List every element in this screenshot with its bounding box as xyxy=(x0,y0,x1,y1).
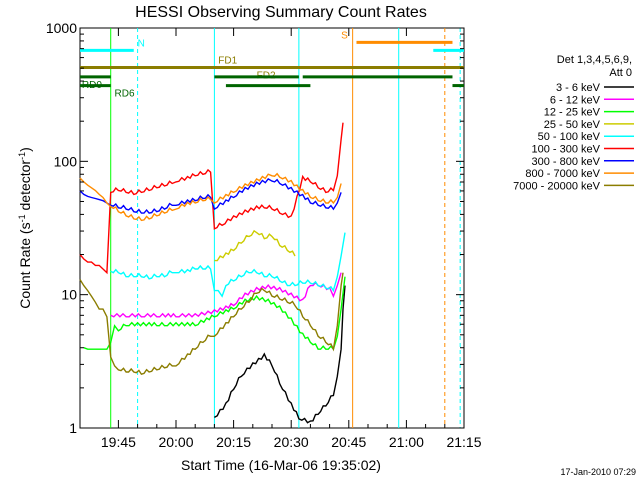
vertical-markers xyxy=(110,28,461,428)
legend-label-1: 6 - 12 keV xyxy=(550,94,601,106)
series-line-2 xyxy=(83,276,346,351)
legend-label-7: 800 - 7000 keV xyxy=(525,168,600,180)
legend-label-6: 300 - 800 keV xyxy=(532,156,601,168)
series-line-7 xyxy=(79,172,342,222)
y-tick-label-0: 1 xyxy=(69,420,77,436)
chart-title: HESSI Observing Summary Count Rates xyxy=(135,4,427,21)
x-tick-label-0: 19:45 xyxy=(101,434,136,450)
series-lines xyxy=(79,122,346,424)
series-line-0 xyxy=(214,285,346,424)
y-label-exp1: -1 xyxy=(17,214,27,222)
x-tick-label-6: 21:15 xyxy=(446,434,481,450)
y-tick-label-3: 1000 xyxy=(46,20,77,36)
y-label-exp2: -1 xyxy=(17,152,27,160)
legend-label-3: 25 - 50 keV xyxy=(544,119,601,131)
state-flags: NSFD1FD2RD0RD6 xyxy=(80,30,464,100)
y-label-end: ) xyxy=(17,147,33,152)
series-line-6 xyxy=(79,177,342,214)
x-tick-label-4: 20:45 xyxy=(331,434,366,450)
render-timestamp: 17-Jan-2010 07:29 xyxy=(560,467,636,477)
flag-label-fd1: FD1 xyxy=(218,56,237,67)
flag-label-n: N xyxy=(138,38,145,49)
plot-area: NSFD1FD2RD0RD6 19:4520:0020:1520:3020:45… xyxy=(46,20,482,450)
legend-label-0: 3 - 6 keV xyxy=(556,82,601,94)
x-tick-label-2: 20:15 xyxy=(216,434,251,450)
legend-label-5: 100 - 300 keV xyxy=(532,144,601,156)
x-tick-label-1: 20:00 xyxy=(158,434,193,450)
y-axis-label: Count Rate (s-1 detector-1) xyxy=(17,147,33,309)
x-tick-label-5: 21:00 xyxy=(389,434,424,450)
y-tick-label-2: 100 xyxy=(54,153,78,169)
series-line-1 xyxy=(110,272,342,318)
y-axis-ticks: 1 10 100 1000 xyxy=(46,20,464,436)
y-label-main: Count Rate (s xyxy=(17,222,33,308)
y-label-mid: detector xyxy=(17,160,33,215)
legend-label-8: 7000 - 20000 keV xyxy=(513,180,601,192)
x-axis-label: Start Time (16-Mar-06 19:35:02) xyxy=(181,457,381,473)
series-line-8 xyxy=(79,272,344,376)
series-line-5 xyxy=(79,122,344,275)
legend-header-line2: Att 0 xyxy=(609,67,632,79)
flag-label-s: S xyxy=(341,30,348,41)
legend-header-line1: Det 1,3,4,5,6,9, xyxy=(557,54,632,66)
x-axis-ticks: 19:45 20:00 20:15 20:30 20:45 21:00 21:15 xyxy=(101,28,482,450)
y-tick-label-1: 10 xyxy=(61,287,77,303)
flag-label-rd6: RD6 xyxy=(115,89,135,100)
series-line-3 xyxy=(214,229,296,262)
series-line-4 xyxy=(110,232,346,298)
x-tick-label-3: 20:30 xyxy=(274,434,309,450)
legend-label-2: 12 - 25 keV xyxy=(544,107,601,119)
legend-label-4: 50 - 100 keV xyxy=(538,131,601,143)
